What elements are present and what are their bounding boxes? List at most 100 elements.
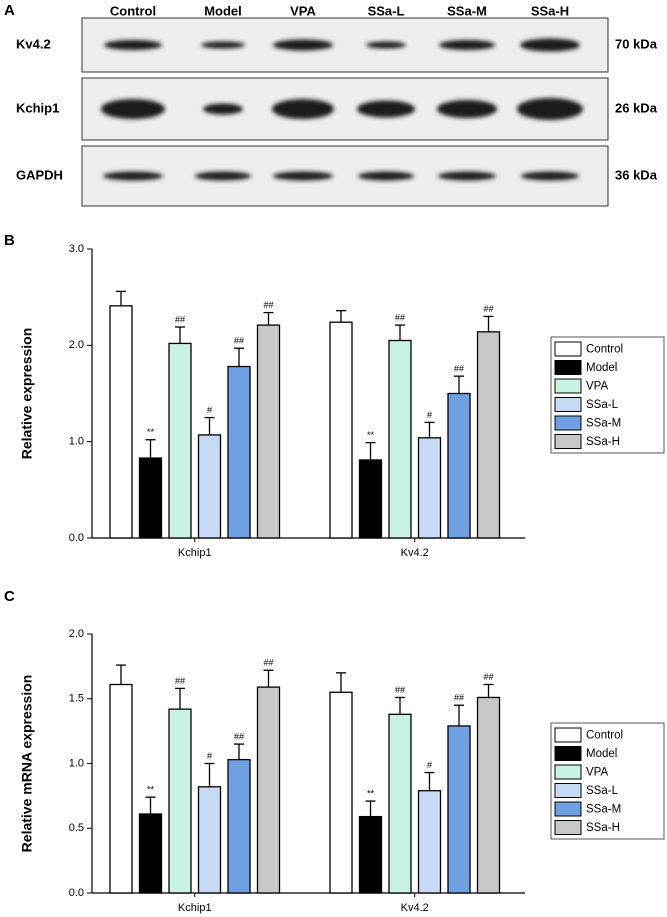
legend-swatch xyxy=(554,360,582,375)
bar xyxy=(109,683,133,894)
legend-swatch xyxy=(554,341,582,357)
blot-band xyxy=(103,171,163,181)
y-axis-label: Relative expression xyxy=(19,328,35,460)
bar xyxy=(197,786,222,894)
x-tick-label: Kchip1 xyxy=(178,547,212,559)
panel-label: A xyxy=(4,2,15,19)
blot-band xyxy=(520,38,580,52)
legend-swatch xyxy=(554,764,582,780)
error-bar xyxy=(234,743,244,760)
significance-label: # xyxy=(427,410,432,420)
bar xyxy=(168,708,192,894)
y-tick-label: 0.0 xyxy=(69,887,84,899)
significance-label: # xyxy=(207,751,212,761)
bar xyxy=(447,392,471,539)
blot-band xyxy=(201,41,245,49)
error-bar xyxy=(175,687,185,710)
panel-label: B xyxy=(4,232,15,249)
x-tick-label: Kchip1 xyxy=(178,902,212,914)
legend-label: Model xyxy=(586,748,617,760)
significance-label: ## xyxy=(395,685,405,695)
blot-band xyxy=(439,40,495,50)
significance-label: ** xyxy=(367,788,375,798)
legend-label: SSa-M xyxy=(586,804,621,816)
legend-label: VPA xyxy=(586,767,608,779)
error-bar xyxy=(483,683,494,698)
error-bar xyxy=(116,290,126,306)
error-bar xyxy=(424,421,435,438)
bar xyxy=(138,457,163,539)
x-tick-label: Kv4.2 xyxy=(401,902,429,914)
error-bar xyxy=(336,672,346,693)
legend-swatch xyxy=(554,415,582,431)
error-bar xyxy=(145,796,156,815)
bar xyxy=(447,725,471,894)
size-label: 36 kDa xyxy=(615,167,658,182)
significance-label: ** xyxy=(147,427,155,437)
significance-label: ## xyxy=(175,676,185,686)
x-tick-label: Kv4.2 xyxy=(401,547,429,559)
significance-label: ** xyxy=(367,430,375,440)
error-bar xyxy=(454,375,464,394)
error-bar xyxy=(234,347,244,367)
row-label: Kv4.2 xyxy=(16,36,51,51)
blot-band xyxy=(273,39,333,51)
significance-label: ## xyxy=(483,672,493,682)
significance-label: ## xyxy=(234,336,244,346)
legend-label: SSa-H xyxy=(586,436,620,448)
significance-label: ## xyxy=(454,364,464,374)
bar xyxy=(256,324,281,539)
error-bar xyxy=(336,310,346,323)
bar xyxy=(358,815,383,894)
row-label: GAPDH xyxy=(16,167,63,182)
significance-label: ## xyxy=(263,658,273,668)
bar xyxy=(168,342,192,539)
bar xyxy=(476,331,501,539)
blot-band xyxy=(104,40,162,50)
bar xyxy=(227,758,251,894)
error-bar xyxy=(454,704,464,726)
lane-label: Model xyxy=(204,3,242,18)
error-bar xyxy=(145,439,156,459)
blot-band xyxy=(101,99,165,119)
blot-band xyxy=(437,100,497,118)
blot-frame xyxy=(81,145,609,207)
error-bar xyxy=(365,800,376,817)
significance-label: # xyxy=(427,760,432,770)
y-tick-label: 1.0 xyxy=(69,436,84,448)
bar xyxy=(138,813,163,894)
y-tick-label: 1.5 xyxy=(69,693,84,705)
bar xyxy=(388,713,412,894)
lane-label: Control xyxy=(110,3,156,18)
legend-label: Model xyxy=(586,362,617,374)
legend-swatch xyxy=(554,801,582,817)
lane-label: SSa-M xyxy=(447,3,487,18)
blot-band xyxy=(272,99,334,119)
y-tick-label: 2.0 xyxy=(69,339,84,351)
blot-band xyxy=(438,171,496,181)
significance-label: # xyxy=(207,405,212,415)
bar xyxy=(227,365,251,539)
legend-swatch xyxy=(554,434,582,449)
error-bar xyxy=(175,326,185,344)
bar xyxy=(197,434,222,539)
size-label: 26 kDa xyxy=(615,100,658,115)
significance-label: ## xyxy=(395,312,405,322)
lane-label: VPA xyxy=(290,3,316,18)
bar xyxy=(417,437,442,539)
significance-label: ## xyxy=(175,314,185,324)
bar xyxy=(256,686,281,894)
legend-swatch xyxy=(554,727,582,743)
error-bar xyxy=(204,762,215,787)
error-bar xyxy=(395,696,405,715)
blot-band xyxy=(366,41,406,49)
legend-label: SSa-H xyxy=(586,822,620,834)
legend-label: Control xyxy=(586,730,623,742)
bar xyxy=(329,691,353,894)
error-bar xyxy=(395,324,405,341)
bar xyxy=(109,305,133,539)
error-bar xyxy=(424,771,435,791)
legend-swatch xyxy=(554,820,582,835)
blot-band xyxy=(358,171,414,181)
